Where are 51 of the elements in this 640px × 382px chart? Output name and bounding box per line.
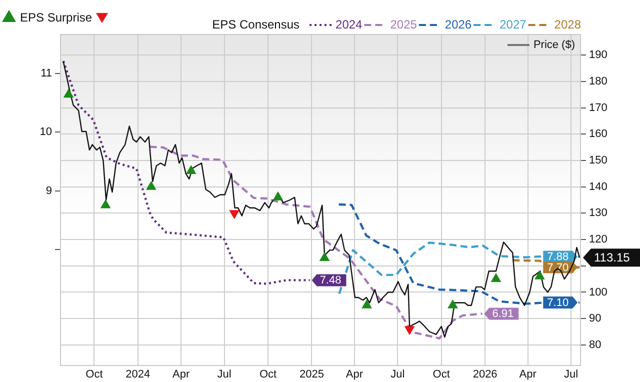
x-tick-label: Jul (564, 368, 578, 381)
x-tick-label: Oct (259, 368, 277, 381)
x-tick-label: Apr (172, 368, 190, 381)
y2-tick-label: 11 (40, 67, 52, 80)
point (273, 192, 283, 200)
data-label: 7.10 (547, 297, 569, 310)
y-tick-label: 80 (589, 338, 602, 351)
point (320, 252, 330, 261)
x-tick-label: Jul (217, 368, 232, 381)
data-label: 113.15 (594, 250, 630, 264)
y-tick-label: 160 (589, 128, 608, 140)
point (362, 300, 372, 308)
point (491, 274, 501, 282)
legend-label: 2027 (500, 17, 527, 32)
y-tick-label: 130 (589, 207, 608, 220)
y-tick-label: 90 (589, 312, 602, 325)
data-label: 7.48 (320, 274, 342, 287)
y-tick-label: 170 (589, 102, 608, 114)
line-series (62, 60, 311, 285)
y-tick-label: 180 (589, 75, 608, 88)
y-tick-label: 140 (589, 180, 608, 193)
y-tick-label: 100 (589, 286, 608, 298)
x-tick-label: 2024 (126, 368, 150, 381)
x-tick-label: Apr (346, 368, 364, 381)
y2-tick-label: 9 (46, 184, 52, 197)
point (146, 181, 156, 190)
data-label: 6.91 (492, 308, 514, 320)
y-tick-label: 150 (589, 154, 608, 167)
x-tick-label: 2026 (472, 368, 498, 381)
legend-label: EPS Surprise (20, 10, 92, 24)
point (448, 300, 458, 308)
data-label: 7.88 (547, 251, 569, 264)
point (186, 166, 196, 174)
point (64, 89, 74, 98)
x-tick-label: Jul (390, 368, 405, 381)
y-tick-label: 120 (589, 234, 608, 246)
x-tick-label: Apr (519, 368, 537, 381)
y2-tick-label: 10 (40, 126, 52, 138)
legend-label: 2026 (444, 17, 472, 32)
x-tick-label: Oct (86, 368, 103, 381)
text: Price ($) (533, 39, 575, 52)
x-tick-label: 2025 (299, 368, 324, 381)
point (100, 200, 110, 208)
legend-title: EPS Consensus (212, 17, 300, 32)
legend-label: 2024 (336, 17, 363, 32)
y-tick-label: 190 (589, 49, 608, 62)
legend-label: 2025 (390, 17, 418, 32)
line-series (148, 146, 484, 340)
legend-label: 2028 (554, 17, 582, 32)
point (534, 270, 545, 280)
x-tick-label: Oct (432, 368, 450, 381)
